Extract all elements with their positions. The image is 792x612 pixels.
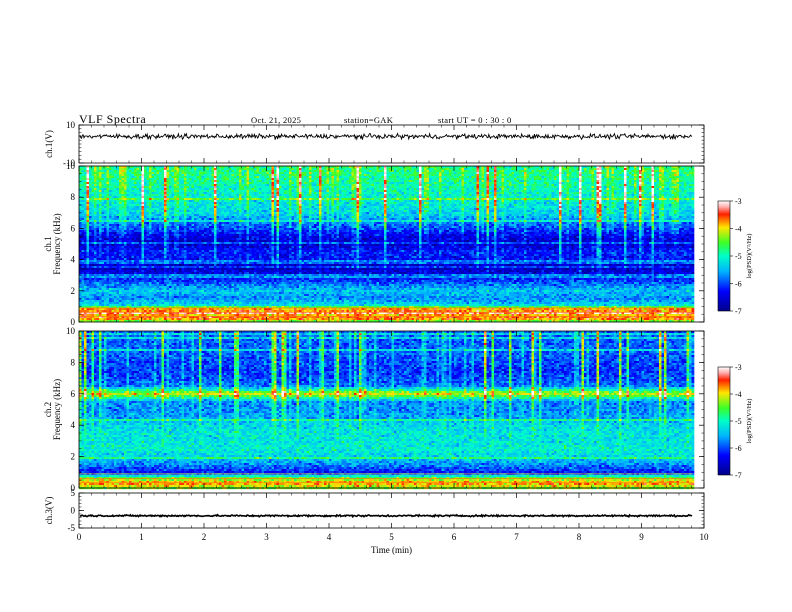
y-axis-label: ch.3(V) (44, 497, 54, 525)
y-tick-label: -5 (68, 523, 76, 533)
station-label: station=GAK (344, 115, 393, 125)
y-axis-label: ch.1(V) (44, 130, 54, 158)
x-tick-label: 0 (77, 532, 82, 542)
x-axis-label: Time (min) (371, 545, 412, 555)
y-tick-label: 10 (66, 120, 76, 130)
y-tick-label: 6 (71, 223, 76, 233)
colorbar-tick-label: -3 (735, 197, 742, 206)
panel-frame (78, 492, 705, 529)
colorbar-tick-label: -7 (735, 307, 742, 316)
start-time-label: start UT = 0 : 30 : 0 (438, 115, 512, 125)
spectrogram-cells (79, 166, 695, 323)
colorbar-label: log(PSD)(V²/Hz) (746, 234, 753, 279)
y-tick-label: 2 (71, 286, 76, 296)
y-tick-label: 10 (66, 326, 76, 336)
x-tick-label: 5 (389, 532, 394, 542)
colorbar-tick-label: -7 (735, 471, 742, 480)
y-axis-label: Frequency (kHz) (52, 379, 62, 440)
colorbar-tick-label: -4 (735, 390, 742, 399)
x-tick-label: 9 (639, 532, 644, 542)
y-tick-label: 6 (71, 389, 76, 399)
chart-title: VLF Spectra (79, 112, 146, 127)
colorbar (717, 200, 731, 312)
y-tick-label: 8 (71, 192, 76, 202)
y-tick-label: 4 (71, 420, 76, 430)
spectrogram-cells (79, 331, 695, 490)
x-tick-label: 2 (202, 532, 207, 542)
y-tick-label: 2 (71, 452, 76, 462)
x-tick-label: 4 (327, 532, 332, 542)
colorbar-tick-label: -6 (735, 280, 742, 289)
channel-label: ch.2 (43, 402, 53, 417)
interference-lines (79, 473, 693, 483)
x-tick-label: 8 (577, 532, 582, 542)
x-tick-label: 6 (452, 532, 457, 542)
y-tick-label: 10 (66, 161, 76, 171)
colorbar-tick-label: -5 (735, 417, 742, 426)
y-tick-label: 0 (71, 317, 76, 327)
y-tick-label: -10 (63, 158, 75, 168)
y-axis-label: Frequency (kHz) (52, 213, 62, 274)
channel-label: ch.1 (43, 236, 53, 251)
ch3-waveform-line (79, 513, 693, 519)
x-tick-label: 10 (700, 532, 710, 542)
x-tick-label: 1 (139, 532, 144, 542)
interference-lines (79, 307, 693, 317)
ch1-waveform-line (79, 132, 693, 141)
colorbar-tick-label: -3 (735, 363, 742, 372)
y-tick-label: 5 (71, 488, 76, 498)
y-tick-label: 8 (71, 357, 76, 367)
colorbar-tick-label: -6 (735, 444, 742, 453)
colorbar-tick-label: -5 (735, 252, 742, 261)
observation-date: Oct. 21, 2025 (251, 115, 301, 125)
panel-frame (78, 124, 705, 164)
x-tick-label: 7 (514, 532, 519, 542)
y-tick-label: 0 (71, 506, 76, 516)
x-tick-label: 3 (264, 532, 269, 542)
colorbar-tick-label: -4 (735, 225, 742, 234)
y-tick-label: 4 (71, 255, 76, 265)
colorbar-label: log(PSD)(V²/Hz) (746, 399, 753, 444)
y-tick-label: 0 (71, 483, 76, 493)
colorbar (717, 366, 731, 476)
